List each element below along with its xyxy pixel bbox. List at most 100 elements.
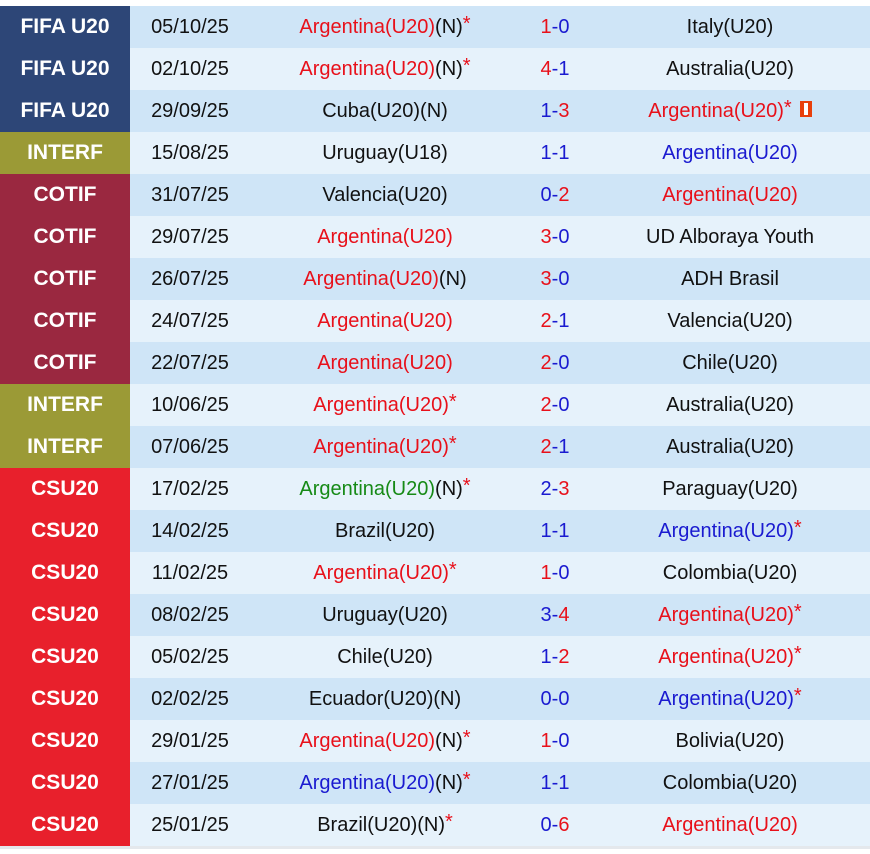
team-name[interactable]: Valencia(U20)	[322, 183, 448, 206]
team-name[interactable]: Cuba(U20)	[322, 99, 421, 122]
away-team[interactable]: Italy(U20)	[590, 16, 870, 39]
table-row[interactable]: CSU20 11/02/25 Argentina(U20)* 1-0 Colombia(…	[0, 552, 870, 594]
team-name[interactable]: Argentina(U20)	[303, 267, 439, 290]
away-team[interactable]: UD Alboraya Youth	[590, 226, 870, 249]
match-score[interactable]: 0-6	[520, 814, 590, 837]
home-team[interactable]: Argentina(U20)(N)*	[250, 55, 520, 81]
table-row[interactable]: CSU20 14/02/25 Brazil(U20) 1-1 Argentina(U20…	[0, 510, 870, 552]
table-row[interactable]: FIFA U20 29/09/25 Cuba(U20)(N) 1-3 Argentina…	[0, 90, 870, 132]
table-row[interactable]: CSU20 29/01/25 Argentina(U20)(N)* 1-0 Bolivi…	[0, 720, 870, 762]
home-team[interactable]: Argentina(U20)	[250, 352, 520, 375]
match-score[interactable]: 1-1	[520, 142, 590, 165]
competition-badge[interactable]: CSU20	[0, 720, 130, 762]
table-row[interactable]: COTIF 29/07/25 Argentina(U20) 3-0 UD Alboray…	[0, 216, 870, 258]
away-team[interactable]: Australia(U20)	[590, 436, 870, 459]
table-row[interactable]: INTERF 07/06/25 Argentina(U20)* 2-1 Australi…	[0, 426, 870, 468]
competition-badge[interactable]: CSU20	[0, 678, 130, 720]
team-name[interactable]: Brazil(U20)	[317, 813, 418, 836]
table-row[interactable]: CSU20 05/02/25 Chile(U20) 1-2 Argentina(U20)…	[0, 636, 870, 678]
competition-badge[interactable]: COTIF	[0, 300, 130, 342]
table-row[interactable]: COTIF 26/07/25 Argentina(U20)(N) 3-0 ADH Bra…	[0, 258, 870, 300]
competition-badge[interactable]: INTERF	[0, 426, 130, 468]
team-name[interactable]: Bolivia(U20)	[675, 729, 785, 752]
team-name[interactable]: Valencia(U20)	[667, 309, 793, 332]
team-name[interactable]: Italy(U20)	[686, 15, 774, 38]
team-name[interactable]: Argentina(U20)	[317, 351, 453, 374]
team-name[interactable]: Argentina(U20)	[317, 225, 453, 248]
competition-badge[interactable]: FIFA U20	[0, 90, 130, 132]
match-score[interactable]: 2-3	[520, 478, 590, 501]
team-name[interactable]: Uruguay(U20)	[322, 603, 448, 626]
team-name[interactable]: Argentina(U20)	[662, 141, 798, 164]
home-team[interactable]: Cuba(U20)(N)	[250, 100, 520, 123]
match-score[interactable]: 2-0	[520, 352, 590, 375]
match-score[interactable]: 0-0	[520, 688, 590, 711]
competition-badge[interactable]: COTIF	[0, 342, 130, 384]
team-name[interactable]: Argentina(U20)	[299, 15, 436, 38]
competition-badge[interactable]: INTERF	[0, 384, 130, 426]
away-team[interactable]: Argentina(U20)*	[590, 601, 870, 627]
team-name[interactable]: Argentina(U20)	[299, 729, 436, 752]
match-score[interactable]: 1-0	[520, 16, 590, 39]
team-name[interactable]: ADH Brasil	[681, 267, 779, 290]
team-name[interactable]: Argentina(U20)	[658, 519, 794, 542]
competition-badge[interactable]: COTIF	[0, 216, 130, 258]
away-team[interactable]: Paraguay(U20)	[590, 478, 870, 501]
home-team[interactable]: Ecuador(U20)(N)	[250, 688, 520, 711]
match-score[interactable]: 1-1	[520, 772, 590, 795]
away-team[interactable]: Colombia(U20)	[590, 562, 870, 585]
team-name[interactable]: Argentina(U20)	[317, 309, 453, 332]
team-name[interactable]: Uruguay(U18)	[322, 141, 448, 164]
match-score[interactable]: 3-0	[520, 268, 590, 291]
match-score[interactable]: 0-2	[520, 184, 590, 207]
team-name[interactable]: Argentina(U20)	[662, 813, 798, 836]
table-row[interactable]: COTIF 22/07/25 Argentina(U20) 2-0 Chile(U20)	[0, 342, 870, 384]
away-team[interactable]: Argentina(U20)	[590, 814, 870, 837]
match-score[interactable]: 1-3	[520, 100, 590, 123]
home-team[interactable]: Chile(U20)	[250, 646, 520, 669]
team-name[interactable]: Argentina(U20)	[658, 603, 794, 626]
competition-badge[interactable]: CSU20	[0, 510, 130, 552]
away-team[interactable]: Argentina(U20)*	[590, 643, 870, 669]
team-name[interactable]: Australia(U20)	[666, 393, 794, 416]
table-row[interactable]: FIFA U20 02/10/25 Argentina(U20)(N)* 4-1 Aus…	[0, 48, 870, 90]
table-row[interactable]: CSU20 08/02/25 Uruguay(U20) 3-4 Argentina(U2…	[0, 594, 870, 636]
away-team[interactable]: Argentina(U20)*	[590, 685, 870, 711]
home-team[interactable]: Argentina(U20)(N)*	[250, 13, 520, 39]
home-team[interactable]: Argentina(U20)	[250, 310, 520, 333]
away-team[interactable]: Australia(U20)	[590, 58, 870, 81]
home-team[interactable]: Argentina(U20)*	[250, 391, 520, 417]
table-row[interactable]: INTERF 15/08/25 Uruguay(U18) 1-1 Argentina(U…	[0, 132, 870, 174]
team-name[interactable]: Argentina(U20)	[662, 183, 798, 206]
competition-badge[interactable]: CSU20	[0, 552, 130, 594]
team-name[interactable]: Argentina(U20)	[313, 561, 449, 584]
team-name[interactable]: Paraguay(U20)	[662, 477, 798, 500]
competition-badge[interactable]: CSU20	[0, 762, 130, 804]
team-name[interactable]: Australia(U20)	[666, 435, 794, 458]
competition-badge[interactable]: CSU20	[0, 594, 130, 636]
home-team[interactable]: Argentina(U20)(N)	[250, 268, 520, 291]
home-team[interactable]: Argentina(U20)*	[250, 559, 520, 585]
competition-badge[interactable]: CSU20	[0, 468, 130, 510]
team-name[interactable]: Argentina(U20)	[299, 477, 436, 500]
away-team[interactable]: Argentina(U20)*	[590, 517, 870, 543]
table-row[interactable]: CSU20 25/01/25 Brazil(U20)(N)* 0-6 Argentina…	[0, 804, 870, 846]
match-score[interactable]: 1-0	[520, 730, 590, 753]
team-name[interactable]: Colombia(U20)	[662, 561, 798, 584]
match-score[interactable]: 3-4	[520, 604, 590, 627]
competition-badge[interactable]: FIFA U20	[0, 48, 130, 90]
away-team[interactable]: Valencia(U20)	[590, 310, 870, 333]
home-team[interactable]: Valencia(U20)	[250, 184, 520, 207]
table-row[interactable]: CSU20 02/02/25 Ecuador(U20)(N) 0-0 Argentina…	[0, 678, 870, 720]
home-team[interactable]: Brazil(U20)	[250, 520, 520, 543]
team-name[interactable]: Argentina(U20)	[299, 771, 436, 794]
away-team[interactable]: Argentina(U20)	[590, 142, 870, 165]
away-team[interactable]: Colombia(U20)	[590, 772, 870, 795]
team-name[interactable]: Chile(U20)	[337, 645, 433, 668]
table-row[interactable]: CSU20 27/01/25 Argentina(U20)(N)* 1-1 Colomb…	[0, 762, 870, 804]
competition-badge[interactable]: COTIF	[0, 174, 130, 216]
away-team[interactable]: Argentina(U20)	[590, 184, 870, 207]
home-team[interactable]: Argentina(U20)	[250, 226, 520, 249]
match-score[interactable]: 2-1	[520, 436, 590, 459]
home-team[interactable]: Argentina(U20)*	[250, 433, 520, 459]
